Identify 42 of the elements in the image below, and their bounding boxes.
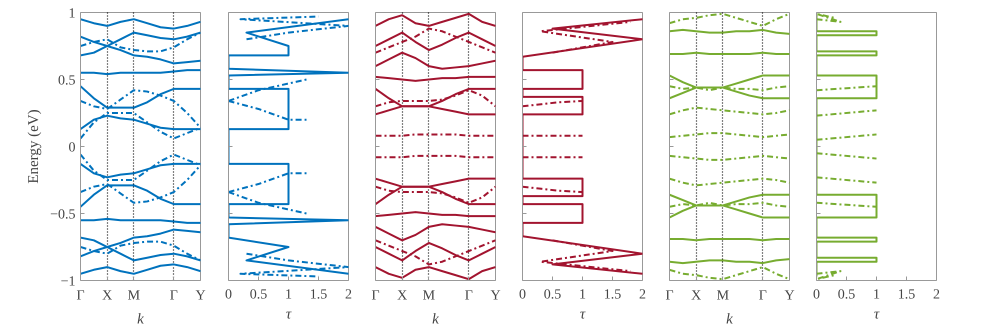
y-tick-label: 1 bbox=[68, 6, 76, 22]
x-tick-label: 0 bbox=[225, 288, 232, 302]
x-tick-label: 0.5 bbox=[544, 288, 562, 302]
y-tick-label: −1 bbox=[60, 274, 76, 290]
x-tick-label: Γ bbox=[170, 288, 178, 304]
x-tick-label: 2 bbox=[933, 288, 940, 302]
x-tick-label: 1.5 bbox=[310, 288, 328, 302]
x-tick-label: X bbox=[691, 288, 702, 304]
x-tick-label: Y bbox=[195, 288, 206, 304]
y-tick-label: 0.5 bbox=[58, 74, 76, 88]
x-tick-label: M bbox=[128, 288, 141, 304]
x-tick-label: Γ bbox=[464, 288, 473, 304]
x-tick-label: X bbox=[397, 288, 408, 304]
x-tick-label: X bbox=[102, 288, 112, 304]
x-axis-title: τ bbox=[874, 306, 880, 322]
x-tick-label: 1.5 bbox=[898, 288, 916, 302]
x-tick-label: M bbox=[716, 288, 730, 304]
x-axis-title: τ bbox=[580, 306, 586, 322]
x-axis-title: k bbox=[137, 312, 144, 327]
x-tick-label: 0 bbox=[519, 288, 526, 302]
x-tick-label: Γ bbox=[665, 288, 674, 304]
x-tick-label: Γ bbox=[76, 288, 85, 304]
x-tick-label: 0.5 bbox=[250, 288, 268, 302]
x-tick-label: 1 bbox=[873, 288, 880, 302]
x-tick-label: Γ bbox=[371, 288, 380, 304]
x-tick-label: M bbox=[422, 288, 436, 304]
x-tick-label: Y bbox=[784, 288, 795, 304]
x-axis-title: τ bbox=[286, 306, 292, 322]
x-tick-label: 0 bbox=[813, 288, 820, 302]
y-tick-label: −0.5 bbox=[50, 208, 76, 222]
x-tick-label: 0.5 bbox=[838, 288, 856, 302]
y-tick-label: 0 bbox=[68, 140, 76, 156]
x-tick-label: 1.5 bbox=[604, 288, 622, 302]
x-axis-title: k bbox=[726, 312, 734, 327]
x-tick-label: 2 bbox=[345, 288, 352, 302]
x-tick-label: Y bbox=[490, 288, 501, 304]
x-tick-label: 1 bbox=[579, 288, 586, 302]
x-tick-label: 2 bbox=[639, 288, 646, 302]
x-tick-label: Γ bbox=[758, 288, 767, 304]
x-axis-title: k bbox=[432, 312, 440, 327]
y-axis-title: Energy (eV) bbox=[26, 109, 42, 184]
x-tick-label: 1 bbox=[285, 288, 292, 302]
